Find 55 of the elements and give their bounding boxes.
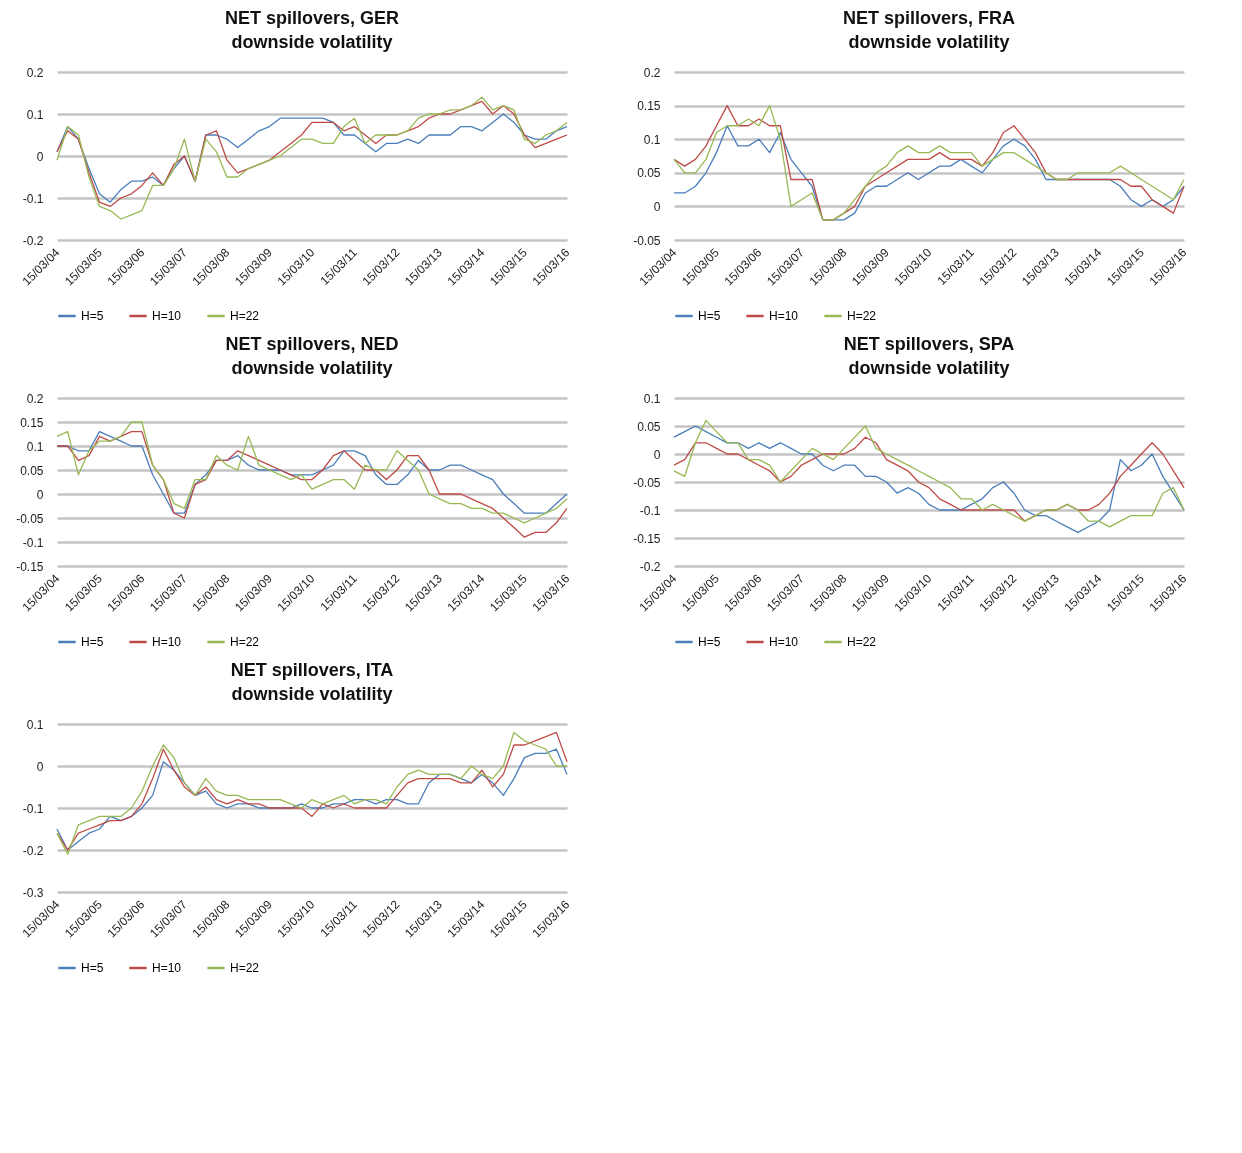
y-tick-label: 0.1 xyxy=(26,439,44,454)
line-series xyxy=(673,104,1185,221)
y-tick-label: -0.1 xyxy=(22,801,44,816)
y-tick-label: 0.05 xyxy=(637,166,661,181)
legend-label: H=22 xyxy=(847,635,877,649)
legend-label: H=5 xyxy=(698,309,721,323)
chart-title: NET spillovers, GER downside volatility xyxy=(224,8,400,52)
y-tick-label: 0 xyxy=(653,199,661,214)
legend-label: H=10 xyxy=(769,635,799,649)
chart-title: NET spillovers, ITA downside volatility xyxy=(230,660,394,704)
legend-label: H=22 xyxy=(230,961,260,975)
y-tick-label: 0.05 xyxy=(637,419,661,434)
y-tick-label: -0.3 xyxy=(22,885,44,900)
y-tick-label: -0.05 xyxy=(633,233,661,248)
y-tick-label: 0 xyxy=(653,447,661,462)
legend-label: H=5 xyxy=(81,961,104,975)
y-tick-label: 0.1 xyxy=(26,717,44,732)
legend-label: H=5 xyxy=(81,635,104,649)
y-tick-label: 0 xyxy=(36,487,44,502)
chart-title: NET spillovers, FRA downside volatility xyxy=(842,8,1016,52)
legend-label: H=22 xyxy=(230,635,260,649)
legend-label: H=10 xyxy=(152,309,182,323)
chart-title: NET spillovers, NED downside volatility xyxy=(225,334,399,378)
line-series xyxy=(673,436,1185,522)
y-tick-label: 0.15 xyxy=(20,415,44,430)
legend-label: H=22 xyxy=(230,309,260,323)
y-tick-label: -0.1 xyxy=(22,535,44,550)
y-tick-label: -0.1 xyxy=(639,503,661,518)
y-tick-label: 0.15 xyxy=(637,99,661,114)
y-tick-label: -0.15 xyxy=(633,531,661,546)
line-series xyxy=(56,430,568,538)
legend-label: H=5 xyxy=(81,309,104,323)
y-tick-label: 0.2 xyxy=(26,391,44,406)
y-tick-label: 0.1 xyxy=(643,132,661,147)
legend-label: H=10 xyxy=(769,309,799,323)
legend-label: H=5 xyxy=(698,635,721,649)
y-tick-label: 0.05 xyxy=(20,463,44,478)
y-tick-label: 0 xyxy=(36,149,44,164)
chart-title: NET spillovers, SPA downside volatility xyxy=(843,334,1015,378)
legend-label: H=10 xyxy=(152,635,182,649)
legend-label: H=22 xyxy=(847,309,877,323)
line-series xyxy=(56,421,568,524)
y-tick-label: 0.2 xyxy=(643,65,661,80)
y-tick-label: -0.05 xyxy=(633,475,661,490)
y-tick-label: -0.05 xyxy=(16,511,44,526)
y-tick-label: -0.2 xyxy=(22,843,44,858)
y-tick-label: 0.1 xyxy=(643,391,661,406)
y-tick-label: -0.2 xyxy=(639,559,661,574)
y-tick-label: -0.1 xyxy=(22,191,44,206)
y-tick-label: 0 xyxy=(36,759,44,774)
y-tick-label: -0.2 xyxy=(22,233,44,248)
y-tick-label: 0.1 xyxy=(26,107,44,122)
y-tick-label: 0.2 xyxy=(26,65,44,80)
legend-label: H=10 xyxy=(152,961,182,975)
y-tick-label: -0.15 xyxy=(16,559,44,574)
